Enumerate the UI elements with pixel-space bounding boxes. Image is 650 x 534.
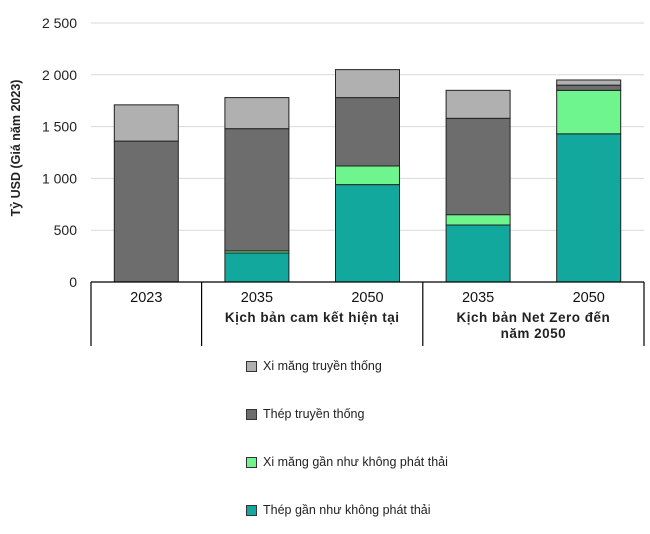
x-tick-label: 2035 — [462, 290, 494, 306]
legend-swatch — [246, 360, 257, 372]
bar-segment — [224, 128, 290, 252]
bar-segment — [113, 140, 179, 283]
x-tick-label: 2023 — [130, 290, 162, 306]
x-tick-label: 2050 — [573, 290, 605, 306]
legend-item: Xi măng gần như không phát thải — [246, 438, 546, 486]
x-tick-label: 2050 — [351, 290, 383, 306]
legend-label: Thép gần như không phát thải — [263, 503, 431, 517]
y-tick-label: 2 500 — [42, 15, 77, 31]
bar-segment — [335, 97, 400, 167]
legend-item: Xi măng truyền thống — [246, 342, 546, 390]
y-tick-label: 500 — [54, 222, 78, 238]
y-tick-label: 0 — [69, 274, 77, 290]
bar-segment — [335, 165, 400, 186]
bar-segment — [445, 214, 511, 226]
stacked-bar-chart: 0 500 1 000 1 500 2 000 2 500 Tỷ USD (Giá năm… — [9, 15, 645, 346]
y-tick-labels: 0 500 1 000 1 500 2 000 2 500 — [42, 15, 77, 290]
bar-segment — [445, 117, 511, 216]
bar-segment — [556, 79, 622, 86]
bar-segment — [335, 184, 400, 283]
group-label: năm 2050 — [501, 326, 567, 341]
x-tick-label: 2035 — [241, 290, 273, 306]
bar-segment — [556, 89, 622, 135]
legend-swatch — [246, 456, 257, 468]
bars — [113, 69, 622, 283]
bar-segment — [445, 224, 511, 283]
bar-segment — [113, 104, 179, 142]
y-tick-label: 1 500 — [42, 119, 77, 135]
legend-label: Xi măng truyền thống — [263, 359, 382, 373]
x-axis-table — [90, 281, 645, 346]
y-tick-label: 2 000 — [42, 67, 77, 83]
y-axis-label: Tỷ USD (Giá năm 2023) — [9, 80, 23, 217]
bar-segment — [445, 89, 511, 119]
legend-swatch — [246, 408, 257, 420]
bar-segment — [335, 69, 400, 99]
legend-label: Thép truyền thống — [263, 407, 365, 421]
group-label: Kịch bản Net Zero đến — [457, 310, 611, 325]
y-tick-label: 1 000 — [42, 170, 77, 186]
bar-segment — [224, 252, 290, 283]
legend-item: Thép gần như không phát thải — [246, 486, 546, 534]
bar-segment — [556, 133, 622, 283]
legend-label: Xi măng gần như không phát thải — [263, 455, 448, 469]
group-label: Kịch bản cam kết hiện tại — [225, 310, 400, 325]
x-tick-labels: 2023 2035 2050 2035 2050 — [130, 290, 605, 306]
legend: Xi măng truyền thống Thép truyền thống Xi … — [246, 342, 546, 534]
bar-segment — [556, 84, 622, 91]
bar-segment — [224, 97, 290, 130]
group-labels: Kịch bản cam kết hiện tại Kịch bản Net Ze… — [225, 310, 610, 341]
legend-item: Thép truyền thống — [246, 390, 546, 438]
